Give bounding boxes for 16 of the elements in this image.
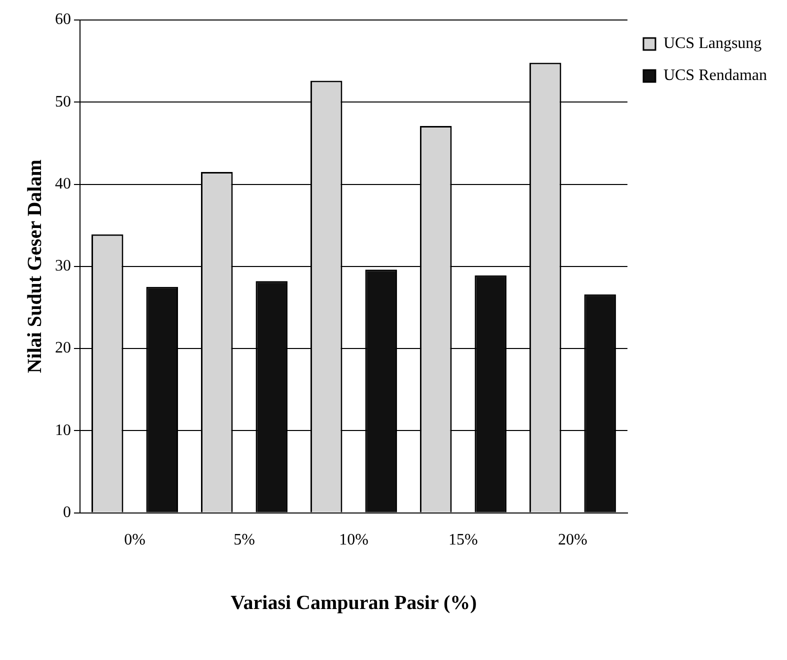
x-tick-label: 10% — [339, 532, 368, 549]
y-tick-label: 50 — [55, 93, 71, 110]
x-axis-title: Variasi Campuran Pasir (%) — [230, 592, 477, 614]
y-tick-label: 0 — [63, 504, 71, 522]
legend-label: UCS Rendaman — [663, 67, 767, 84]
y-tick-label: 60 — [55, 11, 71, 28]
legend-label: UCS Langsung — [663, 35, 762, 52]
x-tick-label: 0% — [124, 532, 146, 549]
y-tick-label: 20 — [55, 340, 71, 357]
x-tick-label: 15% — [448, 532, 478, 549]
x-tick-label: 5% — [234, 532, 255, 549]
y-tick-label: 30 — [55, 258, 71, 275]
x-tick-label: 20% — [558, 532, 588, 549]
y-tick-label: 10 — [55, 422, 71, 439]
y-axis-title: Nilai Sudut Geser Dalam — [24, 159, 46, 374]
y-tick-label: 40 — [55, 175, 71, 192]
